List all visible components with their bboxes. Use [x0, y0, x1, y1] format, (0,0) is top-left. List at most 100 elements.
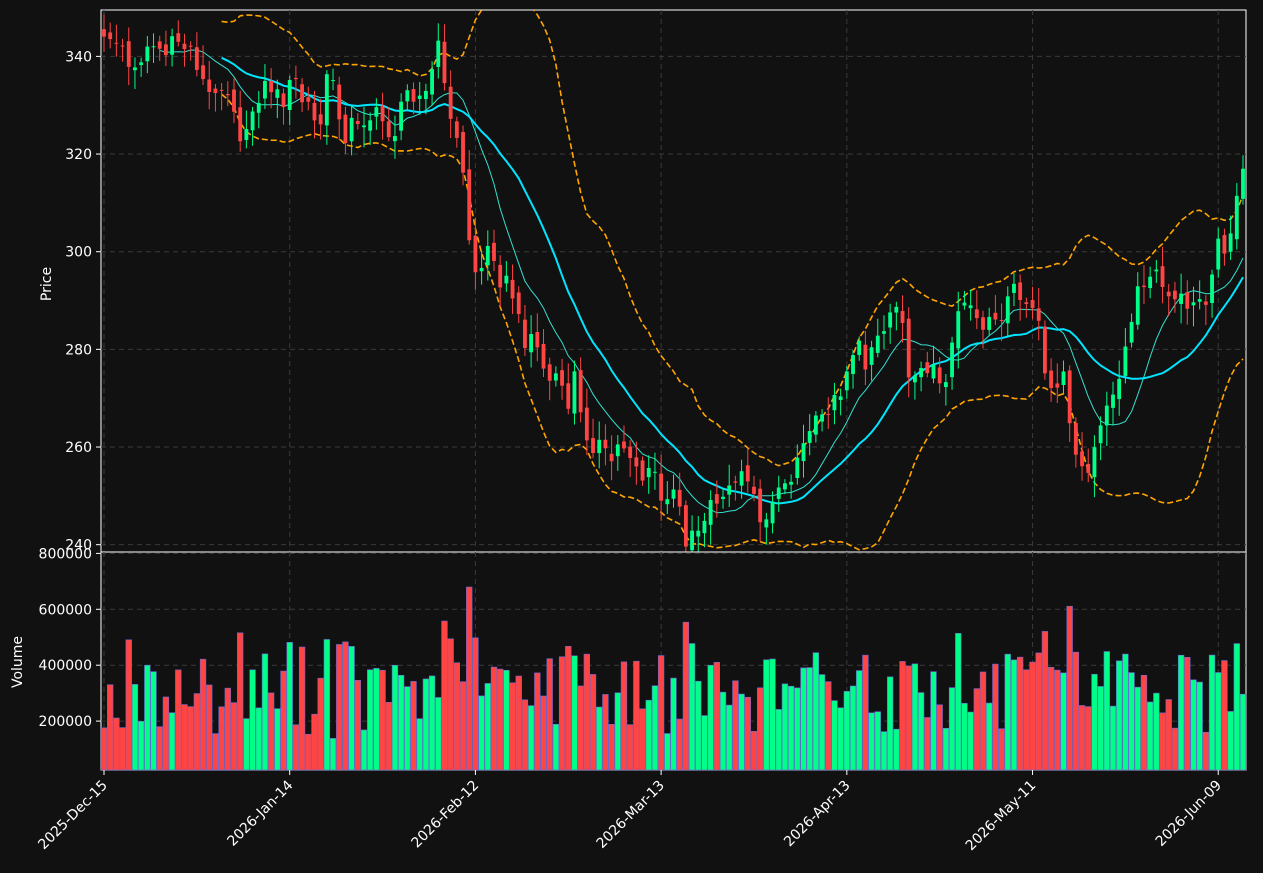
volume-bar — [1047, 666, 1055, 771]
volume-tick-label: 400000 — [39, 658, 92, 674]
candle-body — [919, 368, 924, 378]
candle-body — [770, 501, 775, 524]
volume-bar — [255, 707, 262, 771]
candle-body — [467, 169, 472, 241]
candle — [102, 14, 106, 52]
volume-bar — [1128, 672, 1135, 771]
volume-bar — [682, 621, 690, 771]
candle — [956, 291, 961, 369]
candle-body — [646, 468, 651, 478]
candle-body — [795, 457, 800, 479]
candle-body — [442, 41, 447, 84]
candle-body — [857, 340, 862, 355]
candle — [888, 303, 893, 344]
candle-body — [615, 444, 620, 457]
volume-bar — [787, 685, 795, 771]
candle-body — [207, 79, 212, 93]
candle-body — [163, 44, 168, 56]
candle-body — [238, 107, 243, 142]
volume-bar — [125, 639, 132, 771]
volume-y-ticks: 200000 400000 600000 800000 — [39, 546, 101, 730]
volume-bar — [441, 620, 448, 771]
upper-band-line — [221, 10, 1244, 467]
candle — [312, 90, 317, 139]
candle-body — [399, 101, 404, 131]
volume-bar — [571, 655, 578, 771]
volume-bar — [373, 668, 380, 771]
volume-bar — [936, 704, 943, 771]
candle-body — [108, 32, 113, 40]
volume-bar — [422, 678, 430, 771]
candle — [721, 488, 725, 509]
volume-bar — [527, 705, 535, 771]
candle — [628, 440, 633, 478]
candle-body — [523, 319, 527, 348]
candle — [1166, 283, 1171, 317]
candle — [529, 315, 534, 368]
candle-body — [653, 471, 657, 473]
candle-body — [213, 88, 218, 94]
candle — [925, 351, 930, 378]
candle — [591, 418, 595, 459]
volume-bar — [137, 720, 145, 771]
candle — [1203, 295, 1208, 326]
candle — [349, 106, 354, 156]
candle — [219, 82, 224, 111]
candle-body — [677, 489, 682, 507]
candle — [114, 24, 119, 57]
candle — [275, 79, 280, 119]
volume-bar — [812, 652, 820, 771]
volume-bar — [1041, 631, 1049, 771]
candle-body — [894, 306, 899, 313]
candle — [584, 388, 589, 456]
candle — [950, 336, 954, 390]
candle-body — [454, 121, 459, 138]
candle — [1142, 265, 1146, 305]
volume-bar — [843, 691, 850, 771]
volume-bar — [596, 706, 603, 771]
volume-bar — [280, 670, 287, 771]
volume-bar — [917, 692, 925, 771]
candle-body — [993, 312, 998, 320]
candle-body — [1055, 383, 1060, 388]
volume-bar — [1202, 731, 1210, 771]
candle-body — [1241, 168, 1245, 199]
volume-bar — [1190, 679, 1197, 771]
candle-body — [405, 90, 410, 102]
candle — [430, 61, 435, 106]
candle — [473, 217, 478, 290]
candle-body — [826, 414, 831, 416]
candle — [993, 295, 998, 326]
candle-body — [1030, 300, 1035, 309]
candle — [523, 305, 527, 356]
volume-tick-label: 600000 — [39, 602, 92, 618]
x-tick-label: 2026-Mar-13 — [594, 778, 668, 852]
candle-body — [300, 84, 305, 103]
volume-bar — [1004, 653, 1011, 771]
candle — [1154, 259, 1159, 283]
price-tick-label: 320 — [65, 147, 92, 163]
candle-body — [875, 335, 880, 353]
price-tick-label: 240 — [65, 538, 92, 554]
candle-body — [943, 382, 948, 388]
volume-bar — [1215, 672, 1222, 771]
candle — [739, 459, 744, 499]
candle — [386, 107, 391, 142]
candle-body — [869, 347, 874, 365]
volume-bar — [818, 674, 826, 771]
volume-bar — [540, 695, 547, 771]
candle-body — [764, 519, 769, 528]
candle — [609, 435, 614, 481]
volume-bar — [1060, 672, 1067, 771]
candle-body — [783, 483, 787, 490]
volume-bar — [1221, 660, 1228, 771]
candle — [139, 57, 144, 77]
candle-body — [312, 102, 317, 121]
volume-bar — [651, 685, 659, 771]
candle — [1185, 280, 1190, 325]
candle — [659, 454, 664, 521]
volume-bar — [218, 706, 225, 771]
volume-bar — [1122, 653, 1129, 771]
volume-bar — [1023, 669, 1030, 771]
volume-bar — [1239, 693, 1247, 771]
